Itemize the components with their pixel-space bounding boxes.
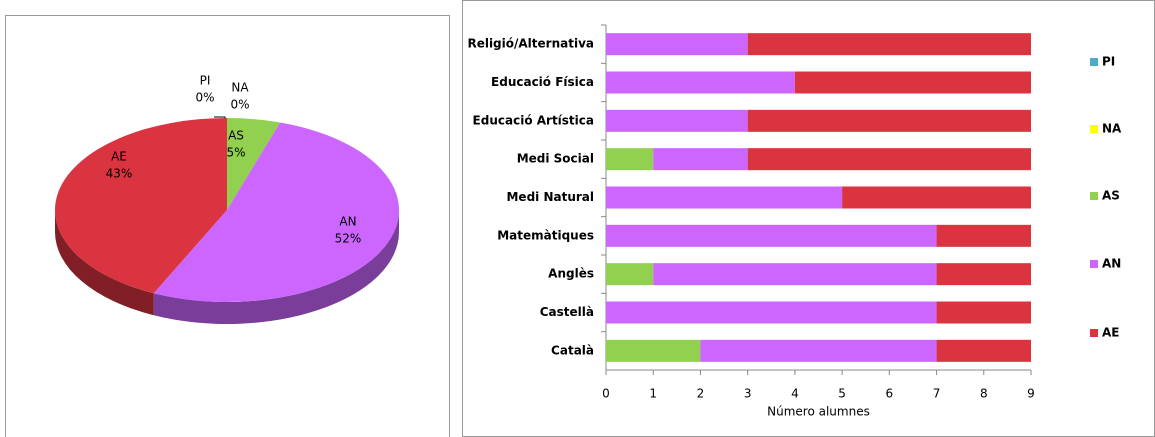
x-tick-label: 0	[602, 387, 610, 401]
bar-segment	[606, 148, 654, 171]
bar-segment	[606, 301, 937, 324]
x-axis-title: Número alumnes	[767, 405, 870, 419]
y-tick-label: Educació Física	[491, 75, 594, 89]
pie-side	[55, 210, 154, 316]
y-tick-label: Castellà	[540, 305, 594, 319]
pie-label-value: 0%	[230, 98, 249, 112]
pie-slice	[55, 118, 227, 294]
x-tick-label: 6	[886, 387, 894, 401]
pie-slice	[153, 122, 400, 302]
bar-segment	[794, 71, 1031, 94]
bar-segment	[700, 339, 937, 362]
legend-label: AE	[1102, 326, 1119, 340]
y-tick-label: Medi Natural	[506, 190, 594, 204]
bar-segment	[606, 33, 748, 56]
x-tick-label: 5	[838, 387, 846, 401]
legend-swatch	[1090, 58, 1098, 66]
legend-swatch	[1090, 329, 1098, 337]
bar-segment	[747, 33, 1031, 56]
bar-segment	[606, 339, 701, 362]
pie-label-name: AS	[228, 129, 244, 143]
legend-label: NA	[1102, 122, 1122, 136]
pie-label-name: AN	[339, 215, 356, 229]
x-tick-label: 2	[697, 387, 705, 401]
x-tick-label: 8	[980, 387, 988, 401]
legend-swatch	[1090, 260, 1098, 268]
pie-label-name: PI	[200, 74, 211, 88]
x-tick-label: 4	[791, 387, 799, 401]
bar-segment	[747, 148, 1031, 171]
y-tick-label: Medi Social	[517, 152, 594, 166]
y-tick-label: Religió/Alternativa	[467, 37, 594, 51]
bar-segment	[606, 109, 748, 132]
x-tick-label: 3	[744, 387, 752, 401]
pie-label-name: NA	[231, 81, 249, 95]
legend-label: PI	[1102, 55, 1115, 69]
bar-segment	[747, 109, 1031, 132]
pie-label-value: 0%	[195, 91, 214, 105]
bar-segment	[936, 224, 1031, 247]
legend-label: AN	[1102, 257, 1121, 271]
y-tick-label: Anglès	[548, 267, 594, 281]
x-tick-label: 7	[933, 387, 941, 401]
bar-segment	[606, 71, 795, 94]
pie-label-value: 43%	[106, 167, 133, 181]
bar-segment	[606, 186, 843, 209]
pie-slice	[227, 118, 281, 210]
y-tick-label: Matemàtiques	[497, 228, 594, 242]
bar-panel	[462, 0, 1155, 437]
legend-swatch	[1090, 192, 1098, 200]
legend-swatch	[1090, 125, 1098, 133]
bar-segment	[606, 263, 654, 286]
pie-label-value: 5%	[226, 146, 245, 160]
y-tick-label: Català	[551, 343, 594, 357]
bar-segment	[936, 263, 1031, 286]
y-tick-label: Educació Artística	[473, 113, 594, 127]
pie-side	[153, 210, 399, 324]
pie-label-value: 52%	[335, 232, 362, 246]
bar-segment	[606, 224, 937, 247]
legend-label: AS	[1102, 189, 1120, 203]
bar-segment	[653, 148, 748, 171]
bar-segment	[936, 339, 1031, 362]
pie-label-name: AE	[111, 150, 127, 164]
bar-segment	[653, 263, 937, 286]
x-tick-label: 1	[649, 387, 657, 401]
bar-segment	[842, 186, 1031, 209]
x-tick-label: 9	[1027, 387, 1035, 401]
bar-segment	[936, 301, 1031, 324]
